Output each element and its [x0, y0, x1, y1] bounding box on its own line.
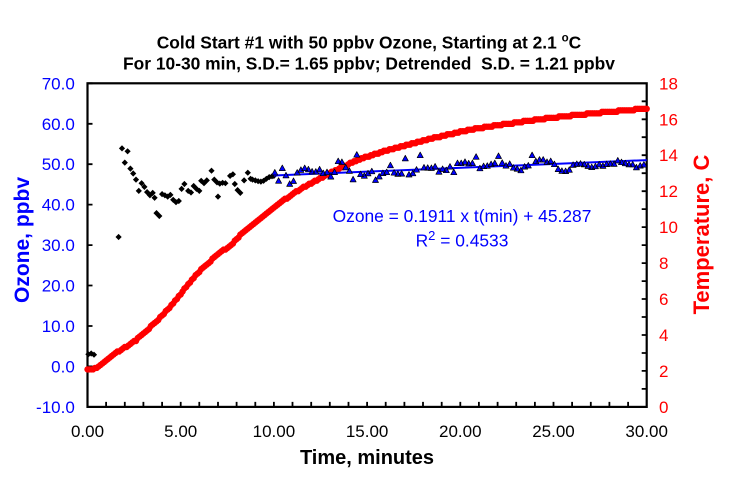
svg-text:30.0: 30.0 [42, 236, 75, 255]
svg-text:16: 16 [659, 110, 678, 129]
svg-text:10: 10 [659, 218, 678, 237]
svg-text:70.0: 70.0 [42, 74, 75, 93]
svg-text:6: 6 [659, 290, 668, 309]
svg-text:4: 4 [659, 326, 668, 345]
svg-text:Ozone, ppbv: Ozone, ppbv [11, 177, 34, 303]
svg-text:10.00: 10.00 [253, 422, 296, 441]
svg-text:5.00: 5.00 [164, 422, 197, 441]
svg-text:0: 0 [659, 398, 668, 417]
svg-text:R2 = 0.4533: R2 = 0.4533 [416, 228, 509, 251]
svg-text:0.00: 0.00 [71, 422, 104, 441]
svg-text:18: 18 [659, 74, 678, 93]
svg-text:25.00: 25.00 [532, 422, 575, 441]
svg-text:12: 12 [659, 182, 678, 201]
svg-text:20.0: 20.0 [42, 277, 75, 296]
svg-text:For 10-30 min, S.D.= 1.65 ppbv: For 10-30 min, S.D.= 1.65 ppbv; Detrende… [123, 53, 615, 73]
svg-text:50.0: 50.0 [42, 155, 75, 174]
svg-text:10.0: 10.0 [42, 317, 75, 336]
svg-text:Ozone = 0.1911 x t(min) + 45.2: Ozone = 0.1911 x t(min) + 45.287 [333, 206, 592, 226]
svg-text:15.00: 15.00 [346, 422, 389, 441]
svg-text:-10.0: -10.0 [36, 398, 75, 417]
svg-text:14: 14 [659, 146, 678, 165]
svg-text:40.0: 40.0 [42, 196, 75, 215]
svg-text:20.00: 20.00 [439, 422, 482, 441]
svg-text:0.0: 0.0 [51, 357, 75, 376]
svg-text:30.00: 30.00 [625, 422, 668, 441]
svg-text:Cold Start #1 with 50 ppbv Ozo: Cold Start #1 with 50 ppbv Ozone, Starti… [157, 33, 582, 53]
svg-text:2: 2 [659, 362, 668, 381]
svg-text:Time, minutes: Time, minutes [300, 447, 434, 469]
svg-text:Temperature, C: Temperature, C [689, 155, 714, 315]
svg-text:8: 8 [659, 254, 668, 273]
svg-text:60.0: 60.0 [42, 115, 75, 134]
